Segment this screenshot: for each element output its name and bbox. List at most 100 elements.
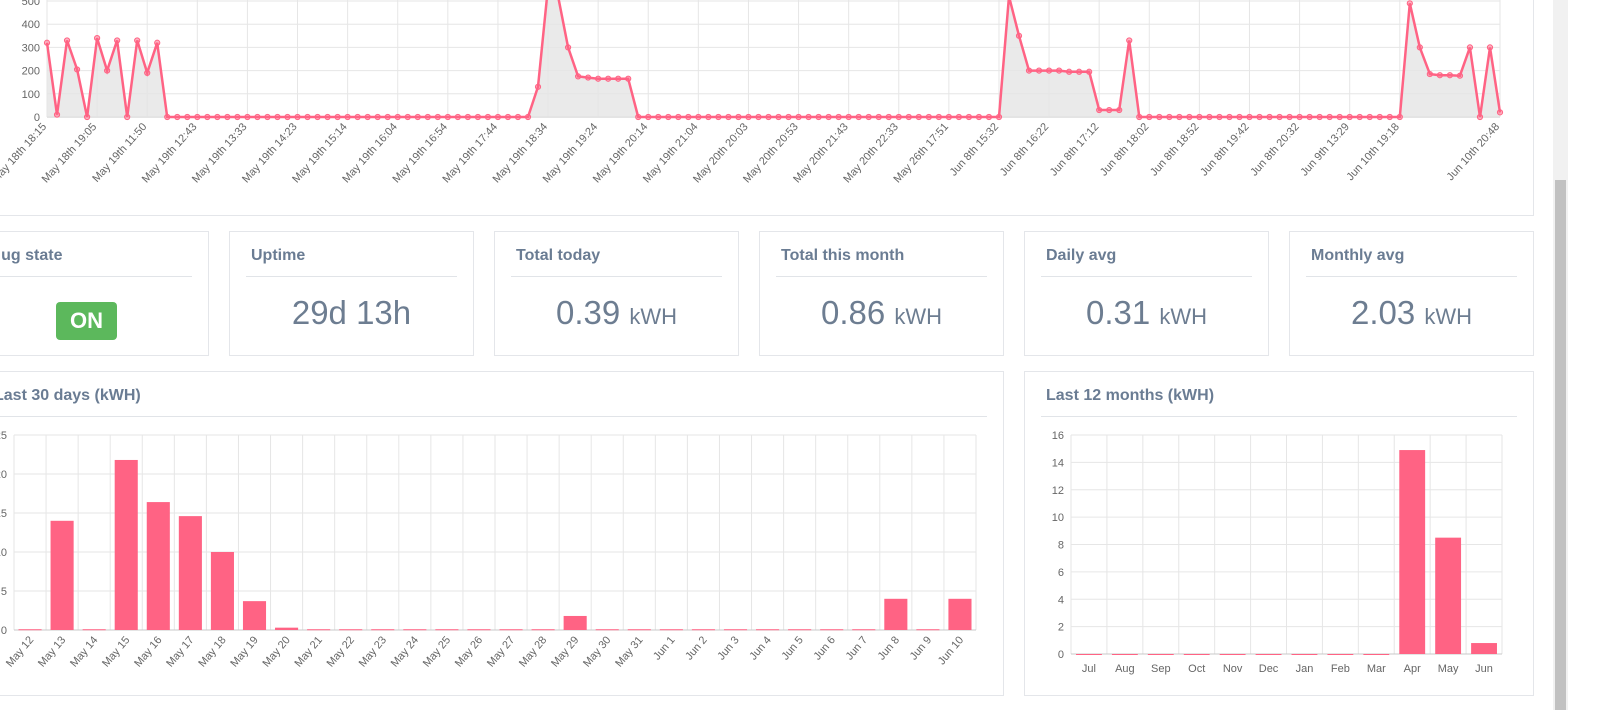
x-tick-label: Sep bbox=[1151, 663, 1171, 675]
bar bbox=[820, 629, 844, 631]
point bbox=[1296, 113, 1303, 121]
y-tick-label: 15 bbox=[0, 508, 7, 520]
point bbox=[1226, 113, 1233, 121]
x-tick-label: May 26th 17:51 bbox=[891, 121, 951, 185]
state-badge: ON bbox=[56, 302, 117, 340]
point bbox=[164, 113, 171, 121]
x-tick-label: Jun 8th 18:02 bbox=[1098, 121, 1152, 179]
y-tick-label: 10 bbox=[1052, 512, 1064, 524]
point bbox=[635, 113, 642, 121]
point bbox=[955, 113, 962, 121]
divider bbox=[776, 276, 987, 277]
card: Plug state ON bbox=[0, 231, 209, 356]
x-tick-label: Jun 8th 18:52 bbox=[1148, 121, 1202, 179]
card-unit: kWH bbox=[1424, 304, 1473, 329]
point bbox=[244, 113, 251, 121]
point bbox=[1386, 113, 1393, 121]
point bbox=[1436, 72, 1443, 79]
point bbox=[1246, 113, 1253, 121]
y-tick-label: 10 bbox=[0, 547, 7, 559]
point bbox=[354, 113, 361, 121]
x-tick-label: May 18 bbox=[196, 634, 228, 669]
point bbox=[83, 113, 91, 121]
card-title: Total today bbox=[516, 247, 601, 264]
point bbox=[484, 113, 492, 121]
x-tick-label: Dec bbox=[1259, 663, 1279, 675]
point bbox=[875, 113, 882, 121]
point bbox=[1446, 72, 1453, 79]
point bbox=[1496, 109, 1504, 116]
y-tick-label: 4 bbox=[1058, 594, 1064, 606]
card-title: Daily avg bbox=[1046, 247, 1117, 264]
x-tick-label: May 25 bbox=[421, 634, 453, 669]
bar bbox=[307, 629, 331, 631]
bar bbox=[627, 629, 651, 631]
point bbox=[194, 113, 201, 121]
point bbox=[494, 113, 502, 121]
chart-title: Last 30 days (kWH) bbox=[0, 387, 141, 404]
card-value: 0.31 bbox=[1085, 294, 1151, 331]
x-tick-label: Jun 8th 20:32 bbox=[1248, 121, 1302, 179]
point bbox=[1306, 113, 1313, 121]
y-tick-label: 16 bbox=[1052, 430, 1064, 442]
point bbox=[1146, 113, 1153, 121]
x-tick-label: Jun 9th 13:29 bbox=[1298, 121, 1352, 179]
point bbox=[935, 113, 942, 121]
y-tick-label: 2 bbox=[1058, 622, 1064, 634]
bar bbox=[50, 520, 74, 630]
bar bbox=[691, 629, 715, 631]
point bbox=[705, 113, 712, 121]
area bbox=[47, 0, 1500, 117]
point bbox=[1256, 113, 1263, 121]
point bbox=[524, 113, 532, 121]
point bbox=[1096, 106, 1103, 114]
divider bbox=[511, 276, 722, 277]
bar bbox=[242, 601, 267, 630]
y-tick-label: 0 bbox=[1058, 649, 1064, 661]
x-tick-label: Jun 9 bbox=[908, 634, 934, 662]
x-tick-label: May 23 bbox=[357, 634, 389, 669]
point bbox=[865, 113, 872, 121]
point bbox=[174, 113, 181, 121]
bar bbox=[178, 516, 202, 630]
y-tick-label: 5 bbox=[1, 586, 7, 598]
point bbox=[1356, 113, 1363, 121]
point bbox=[1116, 106, 1123, 114]
x-tick-label: Jun 8th 19:42 bbox=[1198, 121, 1252, 179]
bar bbox=[1363, 654, 1390, 655]
bar bbox=[563, 615, 587, 630]
point bbox=[625, 75, 632, 82]
card-title: Plug state bbox=[0, 247, 63, 264]
x-tick-label: Jun 5 bbox=[779, 634, 805, 662]
point bbox=[1266, 113, 1273, 121]
bar bbox=[210, 552, 234, 630]
card-unit: kWH bbox=[629, 304, 678, 329]
bar bbox=[948, 598, 972, 630]
point bbox=[534, 83, 542, 90]
point bbox=[134, 37, 141, 44]
line bbox=[45, 0, 1502, 119]
point bbox=[1216, 113, 1223, 121]
point bbox=[444, 113, 451, 121]
point bbox=[414, 113, 421, 121]
x-tick-label: Jun 2 bbox=[683, 634, 709, 662]
bar bbox=[1291, 654, 1318, 655]
x-tick-label: Jun 6 bbox=[812, 634, 838, 662]
point bbox=[304, 113, 311, 121]
point bbox=[765, 113, 772, 121]
point bbox=[1336, 113, 1343, 121]
point bbox=[284, 113, 291, 121]
x-tick-label: Jun bbox=[1475, 663, 1493, 675]
y-tick-label: 14 bbox=[1052, 457, 1064, 469]
bar bbox=[1219, 654, 1246, 655]
point bbox=[314, 113, 321, 121]
x-tick-label: May 14 bbox=[68, 634, 100, 669]
point bbox=[615, 75, 622, 82]
point bbox=[1055, 67, 1063, 74]
y-tick-label: 0 bbox=[1, 625, 7, 637]
card-value: 29d 13h bbox=[291, 294, 412, 331]
point bbox=[43, 39, 51, 46]
bar bbox=[339, 629, 363, 631]
card: Uptime 29d 13h bbox=[229, 231, 474, 356]
point bbox=[1186, 113, 1193, 121]
